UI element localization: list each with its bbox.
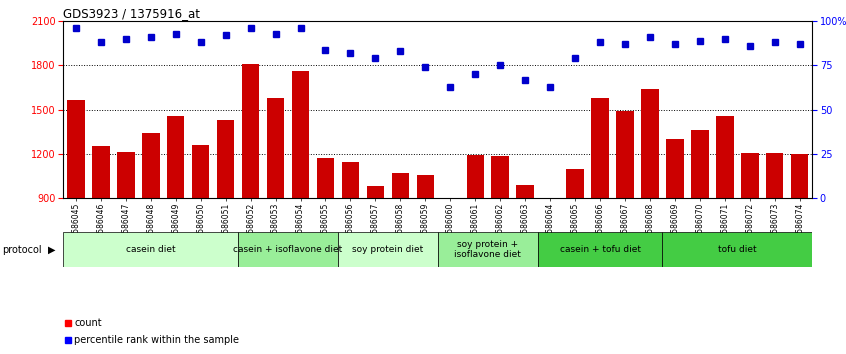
Text: tofu diet: tofu diet: [718, 245, 756, 254]
Text: casein diet: casein diet: [126, 245, 176, 254]
Bar: [492, 156, 509, 198]
Bar: [292, 72, 310, 198]
Text: count: count: [74, 318, 102, 328]
Bar: [662, 232, 812, 267]
Bar: [591, 98, 609, 198]
Bar: [192, 145, 210, 198]
Bar: [641, 89, 659, 198]
Bar: [541, 198, 559, 202]
Bar: [442, 198, 459, 202]
Bar: [538, 232, 662, 267]
Text: ▶: ▶: [48, 245, 56, 255]
Bar: [338, 232, 437, 267]
Bar: [616, 111, 634, 198]
Text: soy protein +
isoflavone diet: soy protein + isoflavone diet: [454, 240, 521, 259]
Bar: [142, 133, 160, 198]
Bar: [242, 64, 260, 198]
Text: casein + isoflavone diet: casein + isoflavone diet: [233, 245, 343, 254]
Bar: [167, 116, 184, 198]
Bar: [516, 185, 534, 198]
Bar: [63, 232, 238, 267]
Text: GDS3923 / 1375916_at: GDS3923 / 1375916_at: [63, 7, 201, 20]
Bar: [716, 116, 733, 198]
Bar: [266, 98, 284, 198]
Bar: [766, 153, 783, 198]
Bar: [566, 170, 584, 198]
Bar: [466, 155, 484, 198]
Bar: [437, 232, 538, 267]
Bar: [117, 152, 135, 198]
Text: soy protein diet: soy protein diet: [352, 245, 424, 254]
Bar: [691, 130, 709, 198]
Bar: [791, 154, 809, 198]
Text: protocol: protocol: [2, 245, 41, 255]
Bar: [366, 187, 384, 198]
Bar: [92, 146, 110, 198]
Text: percentile rank within the sample: percentile rank within the sample: [74, 335, 239, 345]
Bar: [238, 232, 338, 267]
Bar: [416, 175, 434, 198]
Bar: [342, 162, 360, 198]
Bar: [67, 100, 85, 198]
Text: casein + tofu diet: casein + tofu diet: [559, 245, 640, 254]
Bar: [316, 158, 334, 198]
Bar: [741, 153, 759, 198]
Bar: [392, 173, 409, 198]
Bar: [666, 139, 684, 198]
Bar: [217, 120, 234, 198]
